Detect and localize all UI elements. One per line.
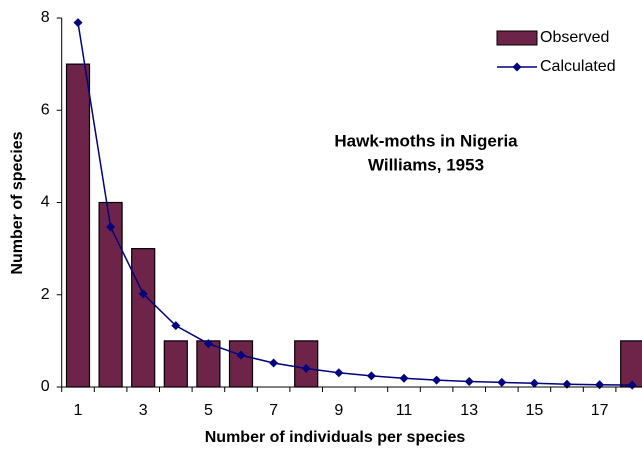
bar — [620, 340, 642, 388]
bar — [294, 340, 319, 388]
y-tick-label: 4 — [41, 194, 50, 211]
line — [77, 22, 633, 386]
legend-label: Observed — [540, 29, 609, 46]
marker — [301, 364, 311, 374]
x-tick-label: 7 — [269, 402, 278, 419]
marker — [497, 377, 507, 387]
y-axis-label: Number of species — [9, 131, 26, 274]
marker — [236, 350, 246, 360]
marker — [73, 18, 83, 28]
legend-label: Calculated — [540, 58, 616, 75]
marker — [595, 380, 605, 390]
bar — [131, 248, 156, 388]
marker — [399, 373, 409, 383]
marker — [334, 368, 344, 378]
x-tick-label: 9 — [334, 402, 343, 419]
marker — [171, 321, 181, 331]
marker — [269, 358, 279, 368]
marker — [432, 375, 442, 385]
bar — [65, 63, 91, 388]
annotation: Hawk-moths in Nigeria — [334, 131, 518, 150]
y-tick-label: 8 — [41, 9, 50, 26]
x-axis-label: Number of individuals per species — [205, 429, 466, 446]
x-tick-label: 5 — [204, 402, 213, 419]
marker — [529, 378, 539, 388]
x-tick-label: 15 — [526, 402, 544, 419]
marker — [203, 339, 213, 349]
y-tick-label: 6 — [41, 101, 50, 118]
legend-swatch — [496, 30, 538, 46]
x-tick-label: 17 — [591, 402, 609, 419]
bar — [228, 340, 254, 388]
y-tick-label: 0 — [41, 378, 50, 395]
x-tick-label: 3 — [139, 402, 148, 419]
marker — [138, 289, 148, 299]
marker — [106, 222, 116, 232]
x-tick-label: 13 — [460, 402, 478, 419]
marker — [366, 371, 376, 381]
legend-marker — [512, 62, 522, 72]
annotation: Williams, 1953 — [368, 155, 484, 174]
marker — [562, 379, 572, 389]
bar — [163, 340, 188, 388]
x-tick-label: 11 — [396, 402, 413, 419]
y-tick-label: 2 — [41, 286, 50, 303]
x-tick-label: 1 — [74, 402, 83, 419]
marker — [464, 376, 474, 386]
